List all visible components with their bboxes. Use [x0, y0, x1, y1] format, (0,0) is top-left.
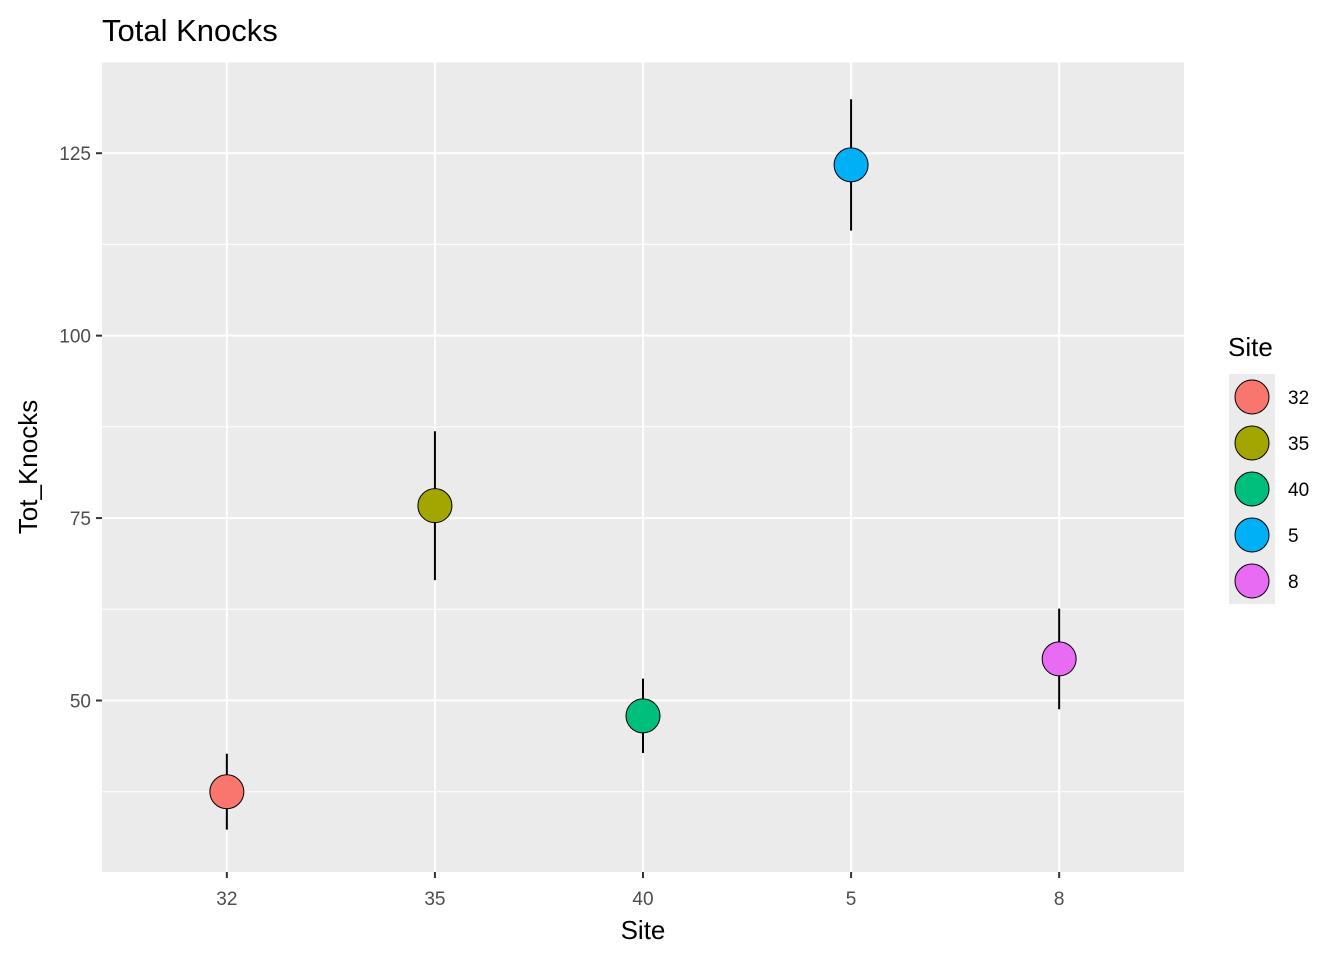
legend-key-site-5 [1234, 517, 1270, 553]
chart-title: Total Knocks [102, 13, 278, 48]
legend-label-site-35: 35 [1288, 434, 1309, 455]
legend-label-site-8: 8 [1288, 572, 1299, 593]
x-tick-label: 40 [632, 889, 653, 910]
legend-label-site-32: 32 [1288, 388, 1309, 409]
x-axis-title: Site [621, 915, 666, 945]
x-tick-label: 5 [846, 889, 857, 910]
legend-label-site-5: 5 [1288, 526, 1299, 547]
legend-title: Site [1228, 332, 1273, 362]
x-tick-label: 8 [1054, 889, 1065, 910]
y-tick-label: 50 [70, 692, 91, 713]
legend-key-site-8 [1234, 563, 1270, 599]
y-tick-label: 75 [70, 509, 91, 530]
point-site-35 [417, 488, 453, 524]
y-axis-title: Tot_Knocks [13, 400, 43, 534]
x-tick-label: 35 [424, 889, 445, 910]
point-site-40 [625, 698, 661, 734]
legend: Site 32 35 40 5 8 [1228, 332, 1309, 604]
legend-key-site-32 [1234, 379, 1270, 415]
x-tick-label: 32 [216, 889, 237, 910]
x-axis: 32 35 40 5 8 [216, 872, 1064, 910]
y-axis: 50 75 100 125 [59, 144, 102, 713]
legend-label-site-40: 40 [1288, 480, 1309, 501]
legend-key-site-35 [1234, 425, 1270, 461]
y-tick-label: 100 [59, 327, 91, 348]
point-site-5 [833, 147, 869, 183]
y-tick-label: 125 [59, 144, 91, 165]
legend-key-site-40 [1234, 471, 1270, 507]
point-site-32 [209, 774, 245, 810]
data-points [209, 147, 1077, 810]
point-site-8 [1041, 641, 1077, 677]
